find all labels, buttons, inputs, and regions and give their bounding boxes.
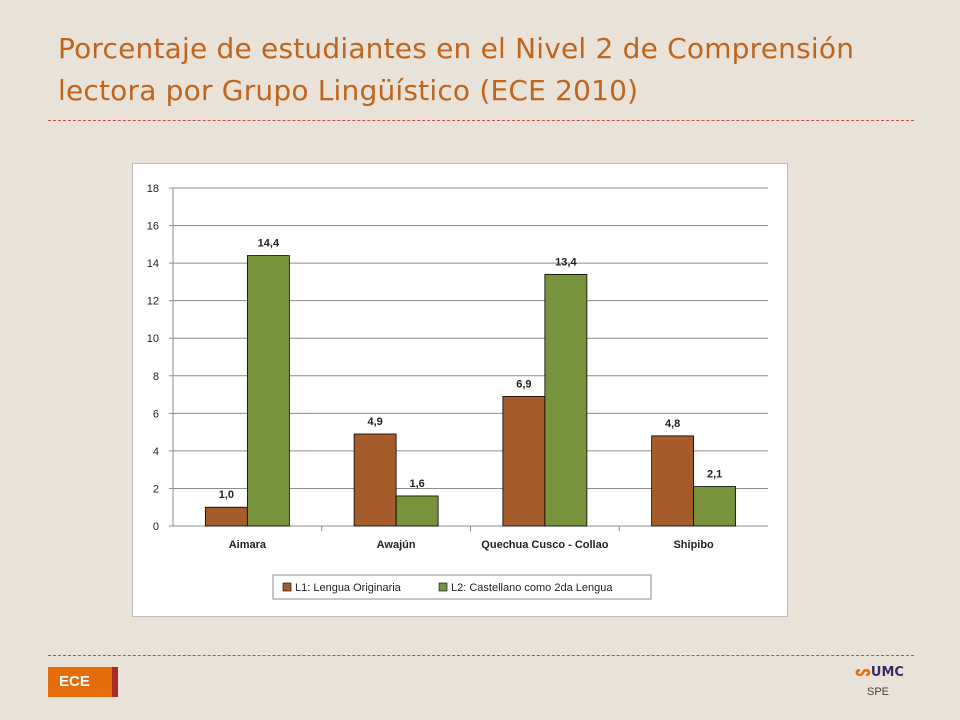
bar (544, 273, 588, 527)
bar (353, 433, 397, 527)
title-divider (48, 120, 914, 121)
data-label: 4,9 (367, 416, 382, 428)
swirl-icon: ᔕ (855, 664, 871, 680)
legend-swatch (438, 582, 448, 592)
bar (395, 495, 439, 527)
spe-label: SPE (866, 686, 889, 698)
bar (246, 255, 290, 527)
data-label: 1,6 (409, 478, 424, 490)
chart-panel: 0 2 4 6 8 10 12 14 16 18 1,0 14,4 Aimara 4,9 1,6 Awajún… (132, 163, 788, 617)
legend-swatch (282, 582, 292, 592)
x-tick-label: Aimara (229, 539, 267, 551)
y-tick-label: 18 (147, 183, 159, 195)
bar (502, 396, 546, 527)
legend-label: L2: Castellano como 2da Lengua (451, 582, 613, 594)
footer-divider (48, 655, 914, 656)
data-label: 13,4 (555, 256, 577, 268)
y-tick-label: 16 (147, 221, 159, 233)
y-tick-label: 12 (147, 296, 159, 308)
y-tick-label: 0 (153, 521, 159, 533)
ece-badge: ECE (48, 667, 118, 697)
y-tick-label: 10 (147, 333, 159, 345)
umc-logo-mark: ᔕUMC (855, 664, 904, 681)
y-tick-label: 2 (153, 483, 159, 495)
y-tick-label: 4 (153, 446, 159, 458)
umc-logo-text: UMC (870, 665, 904, 680)
data-label: 6,9 (516, 378, 531, 390)
bar (204, 506, 248, 527)
bar (693, 486, 737, 527)
slide-title: Porcentaje de estudiantes en el Nivel 2 … (58, 32, 855, 107)
umc-logo: ᔕUMC SPE (855, 664, 904, 699)
x-tick-label: Shipibo (673, 539, 714, 551)
x-tick-label: Quechua Cusco - Collao (481, 539, 608, 551)
legend-label: L1: Lengua Originaria (295, 582, 402, 594)
bar-chart: 0 2 4 6 8 10 12 14 16 18 1,0 14,4 Aimara 4,9 1,6 Awajún… (147, 183, 768, 600)
y-tick-label: 6 (153, 408, 159, 420)
x-tick-label: Awajún (377, 539, 416, 551)
y-tick-label: 8 (153, 371, 159, 383)
bar (651, 435, 695, 527)
data-label: 2,1 (707, 469, 722, 481)
y-tick-label: 14 (147, 258, 159, 270)
data-label: 4,8 (665, 418, 680, 430)
legend-box (272, 574, 652, 600)
data-label: 1,0 (219, 489, 234, 501)
data-label: 14,4 (258, 238, 280, 250)
